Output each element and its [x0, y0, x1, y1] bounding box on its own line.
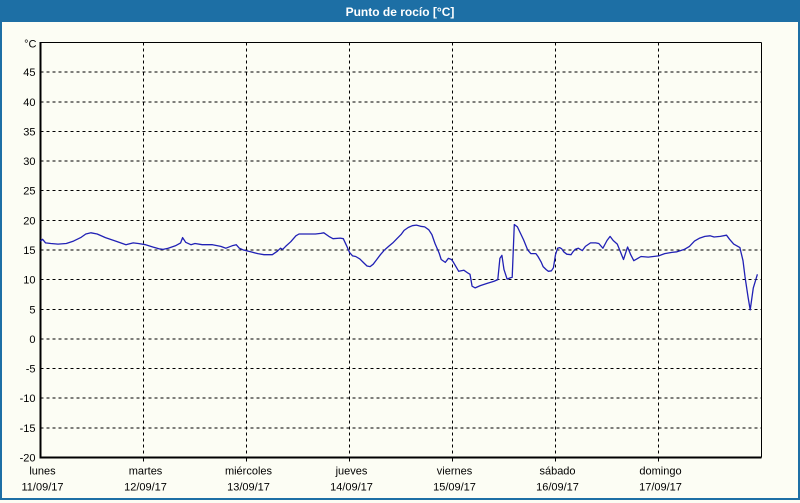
x-day-date-1: 12/09/17	[124, 482, 167, 494]
y-axis-unit-label: °C	[24, 39, 36, 51]
x-day-date-5: 16/09/17	[536, 482, 579, 494]
x-axis-labels: lunes 11/09/17 martes 12/09/17 miércoles 13/0…	[21, 466, 681, 494]
y-tick-label-15: 15	[23, 245, 35, 257]
axes	[39, 42, 762, 462]
y-tick-label-45: 45	[23, 67, 35, 79]
x-day-name-1: martes	[129, 466, 163, 478]
y-tick-label-10: 10	[23, 275, 35, 287]
window-title: Punto de rocío [°C]	[345, 5, 455, 19]
x-day-date-0: 11/09/17	[21, 482, 63, 494]
x-day-date-3: 14/09/17	[330, 482, 373, 494]
x-day-name-6: domingo	[639, 466, 681, 478]
x-day-name-5: sábado	[539, 466, 575, 478]
y-tick-label--5: -5	[26, 364, 36, 376]
y-axis-labels: -20 -15 -10 -5 0 5 10 15 20 25 30 35 40 45 °C	[20, 39, 37, 465]
x-day-name-3: jueves	[335, 466, 368, 478]
series-dew-point	[40, 223, 759, 311]
y-tick-label-30: 30	[23, 156, 35, 168]
y-tick-label--10: -10	[20, 393, 36, 405]
y-tick-label-0: 0	[29, 334, 35, 346]
series-line-0	[40, 223, 759, 311]
x-day-date-4: 15/09/17	[433, 482, 476, 494]
y-tick-label--20: -20	[20, 453, 36, 465]
y-tick-label-40: 40	[23, 97, 35, 109]
y-tick-label--15: -15	[20, 423, 36, 435]
x-day-name-0: lunes	[29, 466, 56, 478]
chart-area: -20 -15 -10 -5 0 5 10 15 20 25 30 35 40 45 °C lunes 11/0…	[2, 22, 798, 498]
x-day-name-4: viernes	[437, 466, 473, 478]
window-title-bar: Punto de rocío [°C]	[2, 2, 798, 22]
y-tick-label-25: 25	[23, 186, 35, 198]
x-day-name-2: miércoles	[225, 466, 273, 478]
x-day-date-6: 17/09/17	[639, 482, 682, 494]
dewpoint-line-chart: -20 -15 -10 -5 0 5 10 15 20 25 30 35 40 45 °C lunes 11/0…	[20, 39, 762, 494]
y-tick-label-35: 35	[23, 126, 35, 138]
y-tick-label-5: 5	[29, 304, 35, 316]
x-day-date-2: 13/09/17	[227, 482, 270, 494]
gridlines	[40, 42, 762, 458]
y-tick-label-20: 20	[23, 215, 35, 227]
